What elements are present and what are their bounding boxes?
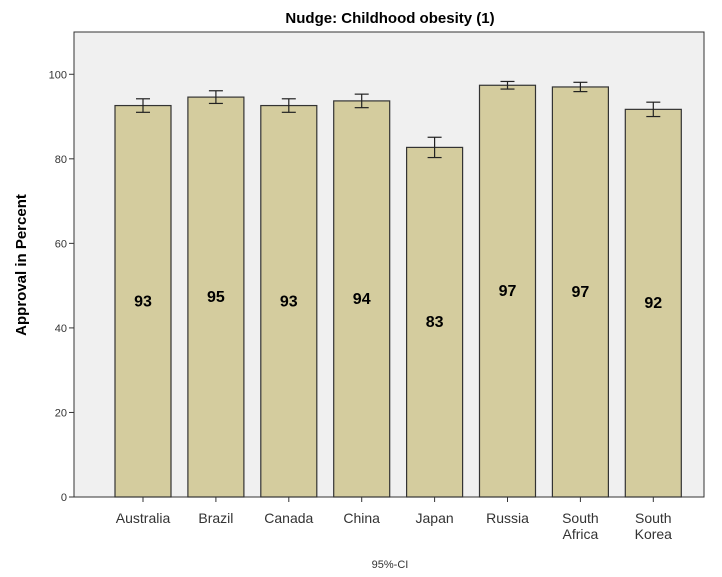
bar-value-label: 92 bbox=[644, 295, 662, 312]
chart-title: Nudge: Childhood obesity (1) bbox=[285, 10, 494, 27]
y-axis-label: Approval in Percent bbox=[13, 194, 30, 336]
x-tick-label: Brazil bbox=[198, 510, 233, 526]
x-tick-label: Australia bbox=[116, 510, 171, 526]
bar bbox=[260, 104, 318, 498]
bar-value-label: 93 bbox=[134, 293, 152, 310]
ci-footnote: 95%-CI bbox=[372, 559, 409, 571]
bar bbox=[333, 100, 391, 498]
y-tick-label: 80 bbox=[55, 154, 67, 166]
bar bbox=[406, 146, 464, 498]
bar bbox=[114, 104, 172, 498]
bar-value-label: 83 bbox=[426, 314, 444, 331]
y-tick-label: 0 bbox=[61, 492, 67, 504]
y-tick-label: 40 bbox=[55, 323, 67, 335]
x-tick-label: Canada bbox=[264, 510, 313, 526]
x-tick-label: Russia bbox=[486, 510, 529, 526]
y-tick-label: 60 bbox=[55, 238, 67, 250]
bar bbox=[478, 84, 537, 498]
bar-value-label: 97 bbox=[499, 283, 517, 300]
x-tick-label: South Africa bbox=[562, 510, 599, 542]
x-tick-label: Japan bbox=[416, 510, 454, 526]
y-tick-label: 20 bbox=[55, 407, 67, 419]
bar-value-label: 93 bbox=[280, 293, 298, 310]
bar bbox=[624, 108, 682, 498]
bar-value-label: 94 bbox=[353, 291, 371, 308]
bar-value-label: 95 bbox=[207, 289, 225, 306]
plot-area: 0 20 40 60 80 100 93 Australia 95 Brazil 93 Canada 9… bbox=[49, 31, 705, 542]
x-tick-label: China bbox=[343, 510, 380, 526]
x-tick-label: South Korea bbox=[635, 510, 673, 542]
y-tick-label: 100 bbox=[49, 69, 67, 81]
bar-value-label: 97 bbox=[572, 284, 590, 301]
